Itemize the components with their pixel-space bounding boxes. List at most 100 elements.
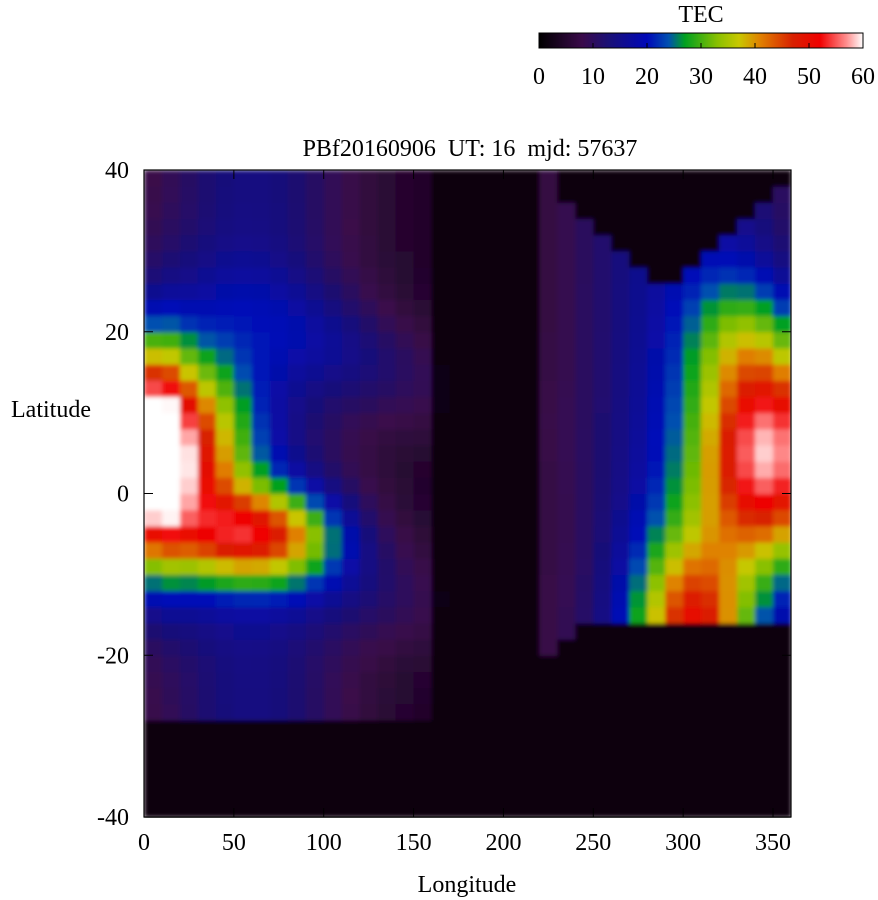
heatmap-cell: [287, 380, 307, 398]
heatmap-cell: [737, 784, 756, 802]
heatmap-cell: [701, 202, 720, 220]
heatmap-cell: [269, 752, 289, 770]
heatmap-cell: [467, 509, 487, 527]
heatmap-cell: [431, 622, 451, 640]
heatmap-cell: [521, 364, 540, 381]
heatmap-cell: [287, 461, 307, 478]
heatmap-cell: [737, 622, 756, 640]
heatmap-cell: [161, 461, 181, 478]
heatmap-cell: [161, 444, 181, 462]
heatmap-cell: [611, 412, 630, 430]
heatmap-cell: [467, 380, 487, 398]
heatmap-cell: [611, 542, 630, 559]
heatmap-cell: [359, 444, 379, 462]
heatmap-cell: [539, 428, 558, 446]
heatmap-cell: [503, 444, 523, 462]
heatmap-cell: [377, 202, 397, 220]
heatmap-cell: [215, 396, 235, 414]
heatmap-cell: [593, 687, 612, 705]
heatmap-cell: [395, 752, 415, 770]
heatmap-cell: [683, 655, 702, 673]
heatmap-cell: [323, 299, 343, 317]
heatmap-cell: [431, 283, 451, 300]
heatmap-cell: [539, 347, 558, 365]
heatmap-cell: [341, 800, 361, 818]
heatmap-cell: [539, 477, 558, 495]
heatmap-cell: [503, 622, 523, 640]
heatmap-cell: [665, 267, 684, 284]
heatmap-cell: [467, 655, 487, 673]
heatmap-cell: [611, 622, 630, 640]
heatmap-cell: [161, 606, 181, 624]
heatmap-cell: [773, 703, 792, 721]
colorbar-tick-label: 50: [797, 64, 821, 90]
heatmap-cell: [467, 590, 487, 608]
heatmap-cell: [575, 364, 594, 381]
heatmap-cell: [467, 428, 487, 446]
heatmap-cell: [719, 800, 738, 818]
heatmap-cell: [701, 784, 720, 802]
heatmap-cell: [683, 752, 702, 770]
heatmap-cell: [395, 719, 415, 737]
heatmap-cell: [647, 412, 666, 430]
heatmap-cell: [467, 364, 487, 381]
heatmap-cell: [251, 703, 271, 721]
heatmap-cell: [665, 687, 684, 705]
heatmap-cell: [665, 542, 684, 559]
heatmap-cell: [521, 768, 540, 786]
heatmap-cell: [503, 784, 523, 802]
heatmap-cell: [755, 606, 774, 624]
heatmap-cell: [647, 768, 666, 786]
heatmap-cell: [144, 299, 163, 317]
heatmap-cell: [701, 283, 720, 300]
heatmap-cell: [233, 768, 253, 786]
heatmap-cell: [161, 267, 181, 284]
heatmap-cell: [197, 315, 217, 333]
heatmap-cell: [521, 170, 540, 187]
heatmap-cell: [521, 509, 540, 527]
heatmap-cell: [431, 331, 451, 349]
heatmap-cell: [449, 461, 469, 478]
heatmap-cell: [773, 622, 792, 640]
heatmap-cell: [485, 380, 505, 398]
heatmap-cell: [503, 412, 523, 430]
heatmap-cell: [395, 574, 415, 592]
heatmap-cell: [323, 283, 343, 300]
heatmap-cell: [467, 719, 487, 737]
heatmap-cell: [575, 752, 594, 770]
heatmap-cell: [305, 784, 325, 802]
heatmap-cell: [449, 606, 469, 624]
heatmap-cell: [737, 687, 756, 705]
heatmap-cell: [377, 606, 397, 624]
heatmap-cell: [413, 234, 433, 252]
heatmap-cell: [144, 477, 163, 495]
heatmap-cell: [215, 380, 235, 398]
heatmap-cell: [233, 412, 253, 430]
heatmap-cell: [413, 525, 433, 543]
heatmap-cell: [413, 719, 433, 737]
heatmap-cell: [503, 719, 523, 737]
colorbar: TEC 0 10 20 30 40 50 60: [533, 2, 875, 90]
heatmap-cell: [557, 752, 576, 770]
heatmap-cell: [665, 234, 684, 252]
heatmap-cell: [269, 412, 289, 430]
heatmap-cell: [647, 283, 666, 300]
heatmap-cell: [647, 428, 666, 446]
heatmap-cell: [179, 719, 199, 737]
heatmap-cell: [629, 752, 648, 770]
heatmap-cell: [377, 525, 397, 543]
heatmap-cell: [359, 412, 379, 430]
heatmap-cell: [539, 590, 558, 608]
heatmap-cell: [144, 639, 163, 656]
heatmap-cell: [233, 315, 253, 333]
heatmap-cell: [539, 186, 558, 203]
heatmap-cell: [629, 202, 648, 220]
heatmap-cell: [144, 800, 163, 818]
heatmap-cell: [341, 186, 361, 203]
heatmap-cell: [485, 347, 505, 365]
heatmap-cell: [485, 170, 505, 187]
heatmap-cell: [395, 428, 415, 446]
heatmap-cell: [269, 687, 289, 705]
heatmap-cell: [755, 380, 774, 398]
heatmap-cell: [179, 574, 199, 592]
